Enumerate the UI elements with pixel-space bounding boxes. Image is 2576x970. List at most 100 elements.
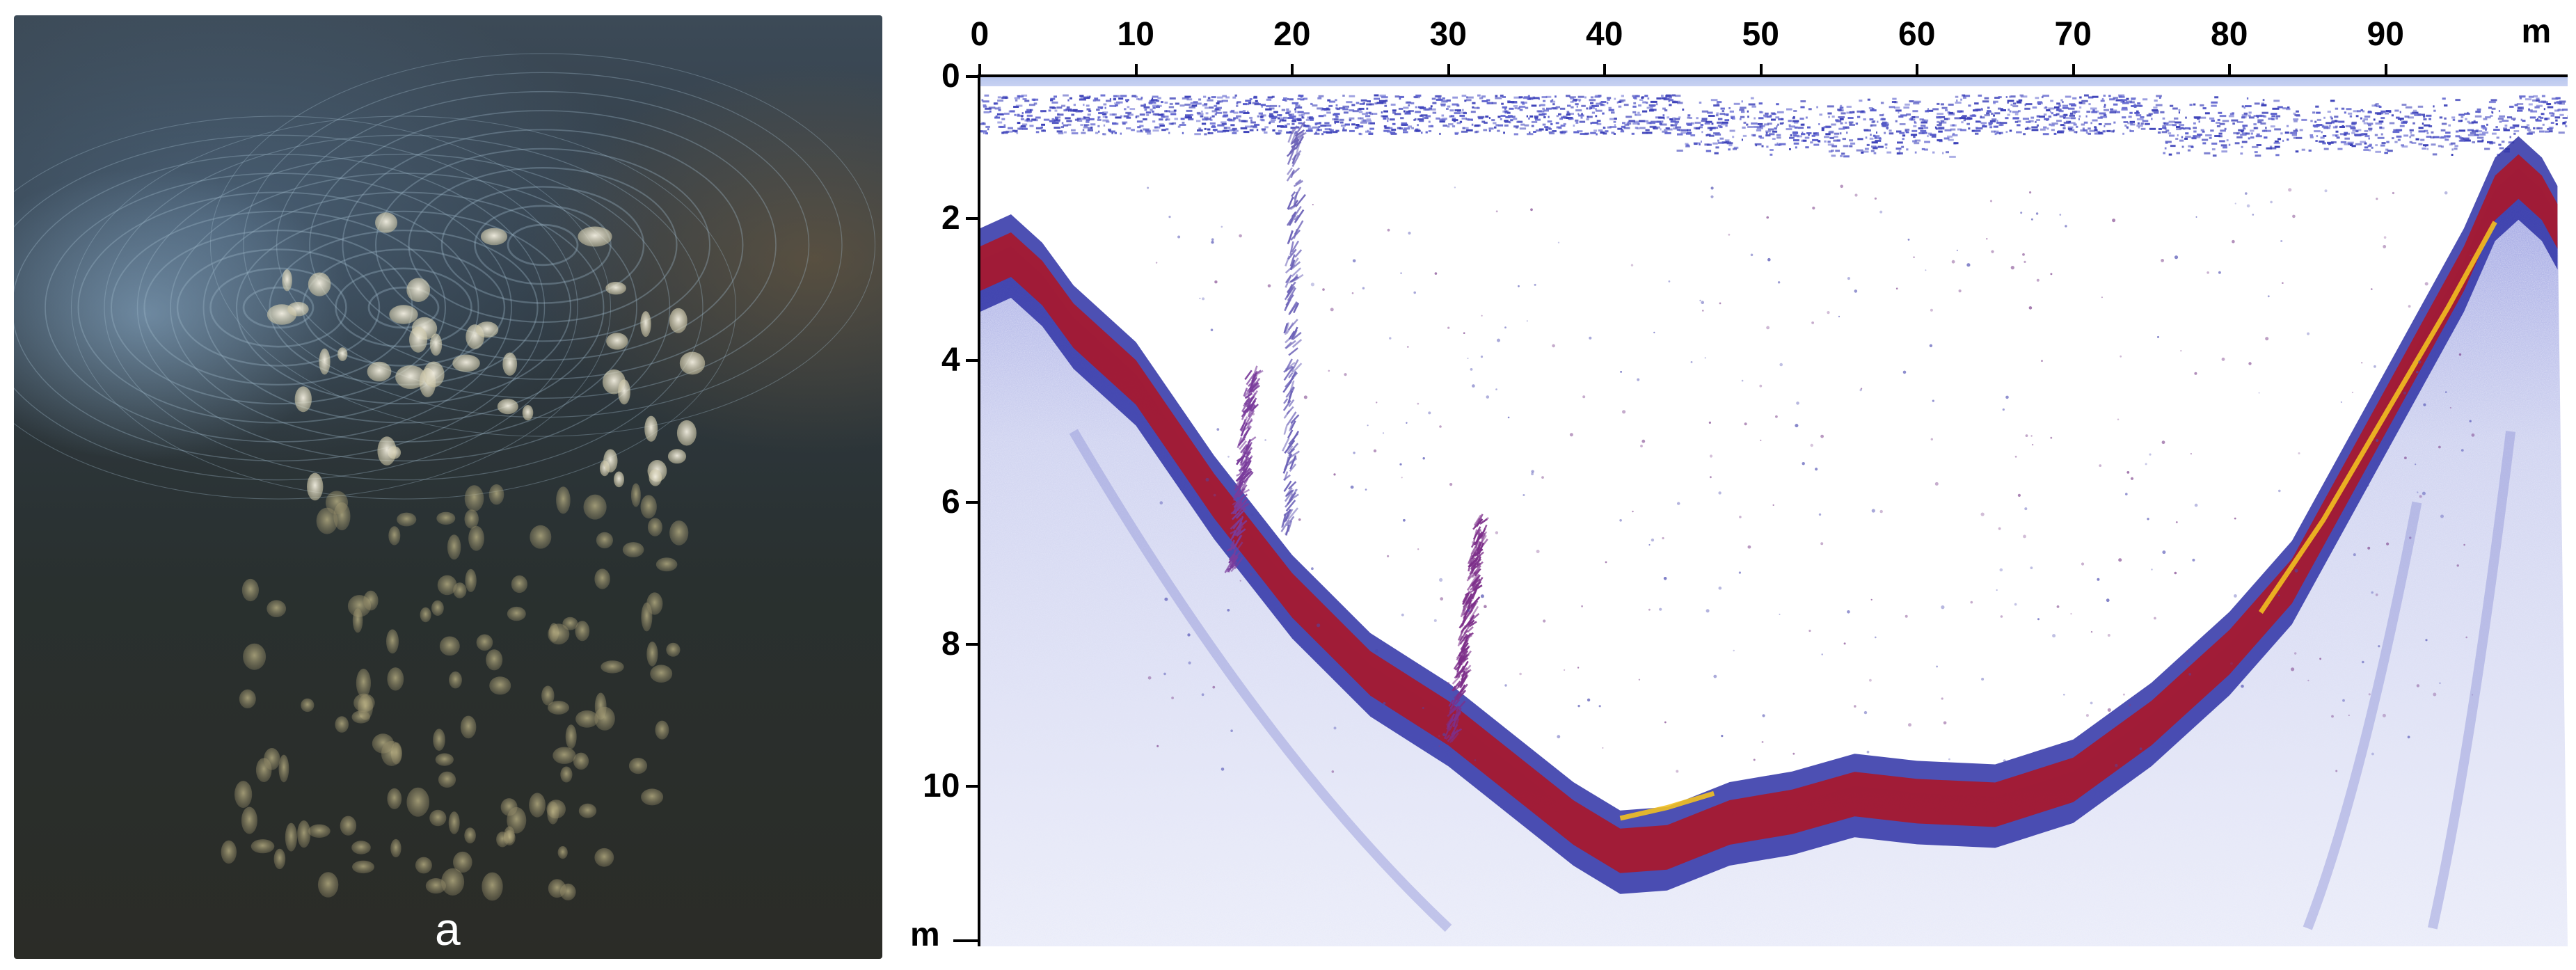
surface-echo-speck bbox=[1840, 112, 1846, 115]
surface-echo-speck bbox=[1056, 106, 1063, 109]
surface-echo-speck bbox=[1513, 133, 1518, 136]
x-tick-mark-60 bbox=[1916, 64, 1918, 75]
water-speck bbox=[1216, 428, 1220, 431]
surface-echo-speck bbox=[1342, 95, 1345, 97]
bubble-plume-streak bbox=[1465, 593, 1473, 605]
surface-echo-speck bbox=[1049, 120, 1056, 122]
surface-echo-speck bbox=[2431, 131, 2434, 134]
surface-echo-speck bbox=[1369, 132, 1374, 135]
surface-echo-speck bbox=[2399, 125, 2405, 127]
surface-echo-speck bbox=[2541, 113, 2544, 116]
surface-echo-speck bbox=[1689, 117, 1692, 119]
surface-echo-speck bbox=[1721, 123, 1728, 126]
bubble bbox=[389, 305, 418, 324]
surface-echo-speck bbox=[2485, 128, 2487, 131]
surface-echo-speck bbox=[2444, 138, 2449, 141]
surface-echo-speck bbox=[2364, 135, 2370, 138]
water-speck bbox=[2023, 534, 2026, 539]
water-speck bbox=[2460, 449, 2464, 452]
surface-echo-speck bbox=[1667, 116, 1669, 119]
bubble-plume-streak bbox=[1447, 719, 1454, 726]
surface-echo-speck bbox=[1080, 96, 1087, 99]
surface-echo-speck bbox=[2535, 119, 2542, 122]
surface-echo-speck bbox=[1261, 105, 1263, 108]
surface-echo-speck bbox=[2528, 108, 2530, 111]
surface-echo-speck bbox=[1655, 103, 1658, 106]
surface-echo-speck bbox=[1086, 95, 1090, 98]
surface-echo-speck bbox=[1671, 119, 1676, 122]
surface-echo-speck bbox=[2113, 121, 2116, 124]
surface-echo-speck bbox=[2063, 124, 2066, 127]
surface-echo-speck bbox=[2261, 102, 2264, 105]
surface-echo-speck bbox=[2238, 129, 2245, 132]
surface-echo-speck bbox=[2547, 128, 2553, 131]
surface-echo-speck bbox=[2268, 118, 2273, 120]
surface-echo-speck bbox=[1324, 122, 1330, 125]
surface-echo-speck bbox=[1415, 106, 1417, 109]
water-speck bbox=[2118, 558, 2122, 562]
surface-echo-speck bbox=[1527, 133, 1534, 136]
surface-echo-speck bbox=[2439, 116, 2443, 119]
surface-echo-speck bbox=[1707, 127, 1712, 129]
surface-echo-speck bbox=[2209, 136, 2212, 139]
surface-echo-speck bbox=[1245, 125, 1252, 128]
surface-echo-speck bbox=[1109, 130, 1115, 133]
surface-echo-speck bbox=[1063, 131, 1067, 134]
surface-echo-speck bbox=[1305, 118, 1311, 121]
water-speck bbox=[1702, 310, 1704, 312]
water-speck bbox=[1422, 457, 1425, 460]
water-speck bbox=[1815, 468, 1818, 471]
surface-echo-speck bbox=[2270, 125, 2275, 128]
surface-echo-speck bbox=[1076, 118, 1081, 120]
water-speck bbox=[1486, 395, 1490, 399]
water-speck bbox=[1759, 384, 1763, 388]
surface-echo-speck bbox=[1466, 96, 1474, 99]
surface-echo-speck bbox=[1205, 112, 1209, 115]
surface-echo-speck bbox=[1828, 116, 1830, 118]
surface-echo-speck bbox=[2131, 97, 2136, 100]
surface-echo-speck bbox=[1332, 118, 1338, 120]
bubble-plume-streak bbox=[1458, 683, 1468, 696]
surface-echo-speck bbox=[1955, 95, 1959, 98]
surface-echo-speck bbox=[2170, 145, 2176, 148]
surface-echo-speck bbox=[1159, 123, 1164, 126]
surface-echo-speck bbox=[1671, 94, 1676, 97]
water-speck bbox=[1294, 489, 1297, 491]
bubble-plume-streak bbox=[1451, 732, 1459, 742]
surface-echo-speck bbox=[1741, 138, 1743, 141]
water-speck bbox=[1907, 239, 1910, 241]
water-speck bbox=[2031, 443, 2034, 446]
surface-echo-speck bbox=[1051, 118, 1055, 120]
water-speck bbox=[1526, 320, 1528, 322]
bubble-plume-streak bbox=[1289, 420, 1296, 431]
surface-echo-speck bbox=[2244, 105, 2252, 108]
water-speck bbox=[1406, 422, 1408, 424]
surface-echo-speck bbox=[2386, 141, 2390, 143]
surface-echo-speck bbox=[1563, 122, 1566, 125]
surface-echo-speck bbox=[1301, 113, 1305, 116]
bubble bbox=[646, 642, 658, 667]
surface-echo-speck bbox=[2241, 105, 2244, 108]
surface-echo-speck bbox=[2078, 118, 2080, 120]
surface-echo-speck bbox=[1279, 120, 1282, 122]
surface-echo-speck bbox=[2056, 120, 2062, 122]
surface-echo-speck bbox=[2375, 103, 2379, 105]
surface-echo-speck bbox=[1470, 111, 1476, 113]
surface-echo-speck bbox=[2536, 104, 2543, 107]
surface-echo-speck bbox=[1008, 127, 1013, 129]
surface-echo-speck bbox=[1323, 114, 1326, 117]
surface-echo-speck bbox=[1386, 116, 1388, 118]
surface-echo-speck bbox=[1713, 104, 1720, 107]
surface-echo-speck bbox=[2188, 145, 2194, 148]
surface-echo-speck bbox=[2212, 154, 2217, 157]
surface-echo-speck bbox=[1054, 119, 1060, 122]
water-speck bbox=[2085, 714, 2089, 717]
surface-echo-speck bbox=[1129, 108, 1136, 111]
bubble bbox=[548, 623, 570, 645]
bubble bbox=[282, 269, 292, 292]
bubble bbox=[667, 449, 687, 464]
water-speck bbox=[2278, 594, 2280, 596]
surface-echo-speck bbox=[1497, 116, 1501, 118]
bubble-plume-streak bbox=[1463, 645, 1470, 655]
bubble-plume-streak bbox=[1287, 284, 1294, 294]
